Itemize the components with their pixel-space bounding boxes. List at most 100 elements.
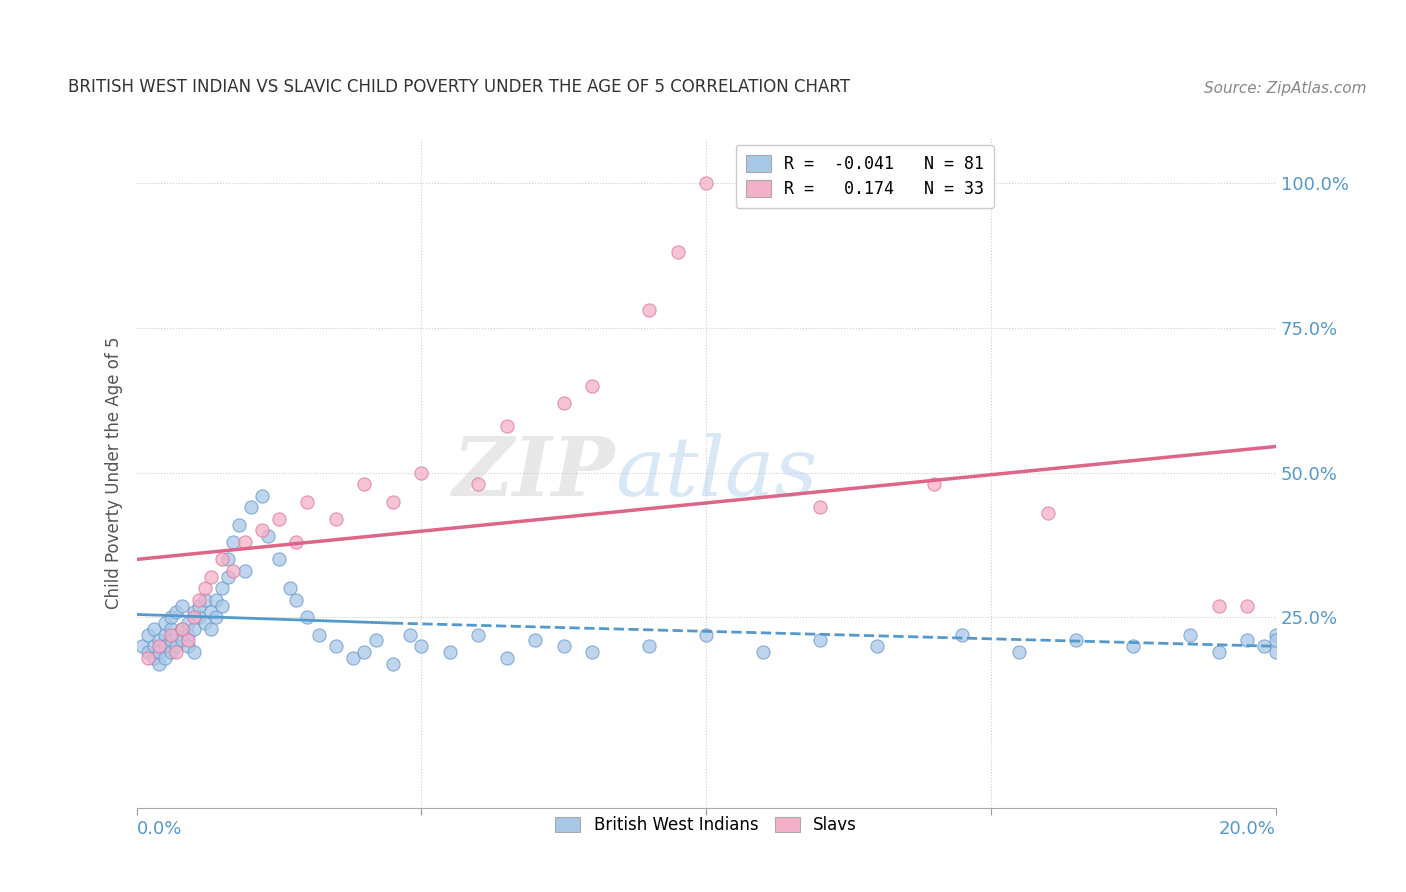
Point: [381, 494, 404, 508]
Point: [467, 628, 489, 642]
Point: [148, 640, 170, 654]
Point: [239, 500, 262, 515]
Point: [188, 593, 211, 607]
Point: [581, 378, 603, 392]
Point: [581, 645, 603, 659]
Point: [524, 633, 547, 648]
Point: [177, 628, 200, 642]
Point: [153, 640, 176, 654]
Point: [211, 582, 233, 596]
Point: [752, 645, 775, 659]
Text: Source: ZipAtlas.com: Source: ZipAtlas.com: [1205, 81, 1367, 96]
Point: [866, 640, 889, 654]
Point: [952, 628, 974, 642]
Point: [183, 645, 205, 659]
Point: [364, 633, 387, 648]
Point: [256, 529, 278, 543]
Point: [1036, 506, 1059, 520]
Point: [399, 628, 422, 642]
Text: 20.0%: 20.0%: [1219, 820, 1275, 838]
Point: [166, 605, 188, 619]
Point: [325, 512, 347, 526]
Point: [211, 552, 233, 566]
Point: [411, 640, 433, 654]
Text: 0.0%: 0.0%: [136, 820, 181, 838]
Point: [695, 628, 717, 642]
Point: [153, 616, 176, 631]
Point: [1264, 628, 1286, 642]
Point: [188, 610, 211, 624]
Point: [228, 517, 250, 532]
Point: [159, 628, 181, 642]
Point: [172, 622, 194, 636]
Point: [280, 582, 302, 596]
Point: [172, 622, 194, 636]
Point: [159, 645, 181, 659]
Point: [553, 396, 575, 410]
Point: [177, 616, 200, 631]
Point: [285, 593, 308, 607]
Point: [285, 535, 308, 549]
Point: [233, 564, 256, 578]
Point: [142, 651, 165, 665]
Y-axis label: Child Poverty Under the Age of 5: Child Poverty Under the Age of 5: [104, 336, 122, 609]
Point: [1236, 633, 1258, 648]
Point: [183, 622, 205, 636]
Point: [353, 477, 375, 491]
Point: [495, 651, 517, 665]
Point: [194, 616, 217, 631]
Point: [1264, 633, 1286, 648]
Point: [188, 599, 211, 613]
Text: BRITISH WEST INDIAN VS SLAVIC CHILD POVERTY UNDER THE AGE OF 5 CORRELATION CHART: BRITISH WEST INDIAN VS SLAVIC CHILD POVE…: [69, 78, 851, 96]
Point: [1236, 599, 1258, 613]
Point: [381, 657, 404, 671]
Text: ZIP: ZIP: [453, 433, 614, 513]
Point: [148, 633, 170, 648]
Point: [217, 570, 239, 584]
Point: [153, 628, 176, 642]
Point: [342, 651, 364, 665]
Point: [148, 657, 170, 671]
Point: [205, 593, 228, 607]
Point: [297, 610, 319, 624]
Point: [250, 524, 273, 538]
Point: [211, 599, 233, 613]
Point: [553, 640, 575, 654]
Point: [1122, 640, 1144, 654]
Point: [222, 535, 245, 549]
Point: [200, 605, 222, 619]
Point: [217, 552, 239, 566]
Legend: British West Indians, Slavs: British West Indians, Slavs: [548, 809, 863, 840]
Point: [1264, 645, 1286, 659]
Point: [666, 245, 689, 260]
Point: [131, 640, 153, 654]
Point: [159, 622, 181, 636]
Point: [808, 500, 831, 515]
Point: [159, 610, 181, 624]
Point: [467, 477, 489, 491]
Point: [172, 633, 194, 648]
Point: [1008, 645, 1031, 659]
Point: [1208, 645, 1230, 659]
Point: [183, 610, 205, 624]
Point: [153, 651, 176, 665]
Point: [200, 570, 222, 584]
Point: [1180, 628, 1202, 642]
Point: [638, 640, 661, 654]
Point: [233, 535, 256, 549]
Point: [495, 419, 517, 434]
Point: [172, 599, 194, 613]
Point: [695, 176, 717, 190]
Point: [1208, 599, 1230, 613]
Point: [222, 564, 245, 578]
Point: [183, 605, 205, 619]
Point: [922, 477, 945, 491]
Point: [142, 622, 165, 636]
Point: [159, 633, 181, 648]
Text: atlas: atlas: [614, 433, 817, 513]
Point: [250, 489, 273, 503]
Point: [267, 512, 290, 526]
Point: [148, 645, 170, 659]
Point: [325, 640, 347, 654]
Point: [177, 640, 200, 654]
